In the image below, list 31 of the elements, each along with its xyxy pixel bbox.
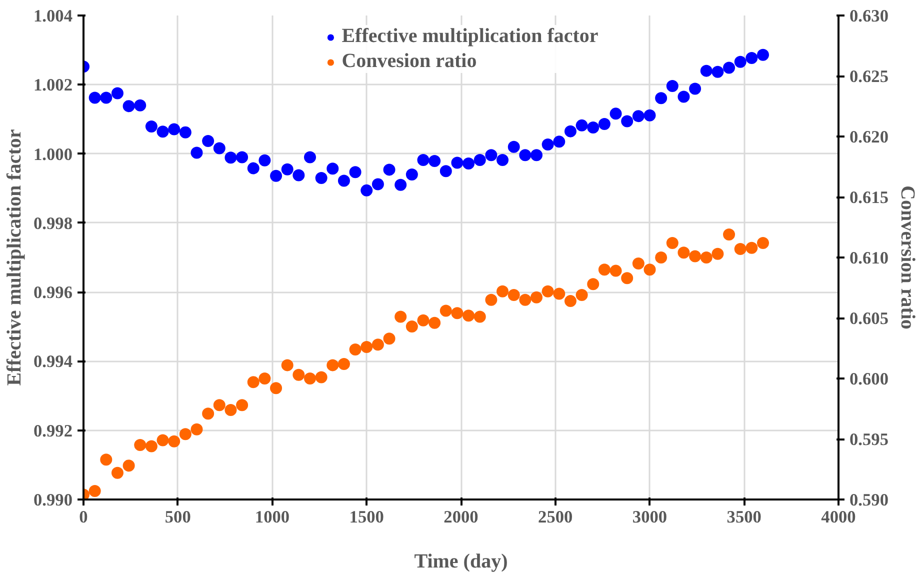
x-tick-label: 0 <box>79 508 88 526</box>
y2-tick-label: 0.600 <box>850 370 888 388</box>
y-tick-label: 1.004 <box>34 6 73 26</box>
x-tick-label: 4000 <box>821 508 856 526</box>
y2-tick-label: 0.625 <box>850 67 889 86</box>
y-tick-label: 0.992 <box>34 421 73 440</box>
y-tick-label: 0.998 <box>34 214 73 233</box>
y2-tick-label: 0.590 <box>850 490 888 510</box>
x-tick-label: 3000 <box>632 508 668 526</box>
legend-label: Effective multiplication factor <box>342 25 598 48</box>
x-tick-label: 3500 <box>726 508 762 526</box>
y-tick-label: 1.000 <box>34 144 73 164</box>
x-tick-label: 500 <box>164 508 191 526</box>
y-tick-label: 0.990 <box>34 490 73 510</box>
x-axis-title: Time (day) <box>414 550 508 572</box>
y2-tick-label: 0.605 <box>850 309 889 328</box>
y2-tick-label: 0.595 <box>850 430 889 449</box>
x-tick-label: 2500 <box>538 508 573 526</box>
x-tick-label: 1500 <box>349 508 384 526</box>
y-tick-label: 1.002 <box>34 76 73 95</box>
y2-tick-label: 0.630 <box>850 6 888 26</box>
y2-tick-label: 0.615 <box>850 188 889 207</box>
y-axis-title: Effective multiplication factor <box>4 129 26 386</box>
y2-tick-label: 0.620 <box>850 128 888 146</box>
x-tick-label: 2000 <box>444 508 478 526</box>
y-tick-label: 0.994 <box>34 352 73 372</box>
y2-tick-label: 0.610 <box>850 248 888 268</box>
y2-axis-title: Conversion ratio <box>896 186 918 330</box>
y-tick-label: 0.996 <box>34 283 73 302</box>
legend-label: Convesion ratio <box>342 50 477 73</box>
x-tick-label: 1000 <box>254 508 290 526</box>
